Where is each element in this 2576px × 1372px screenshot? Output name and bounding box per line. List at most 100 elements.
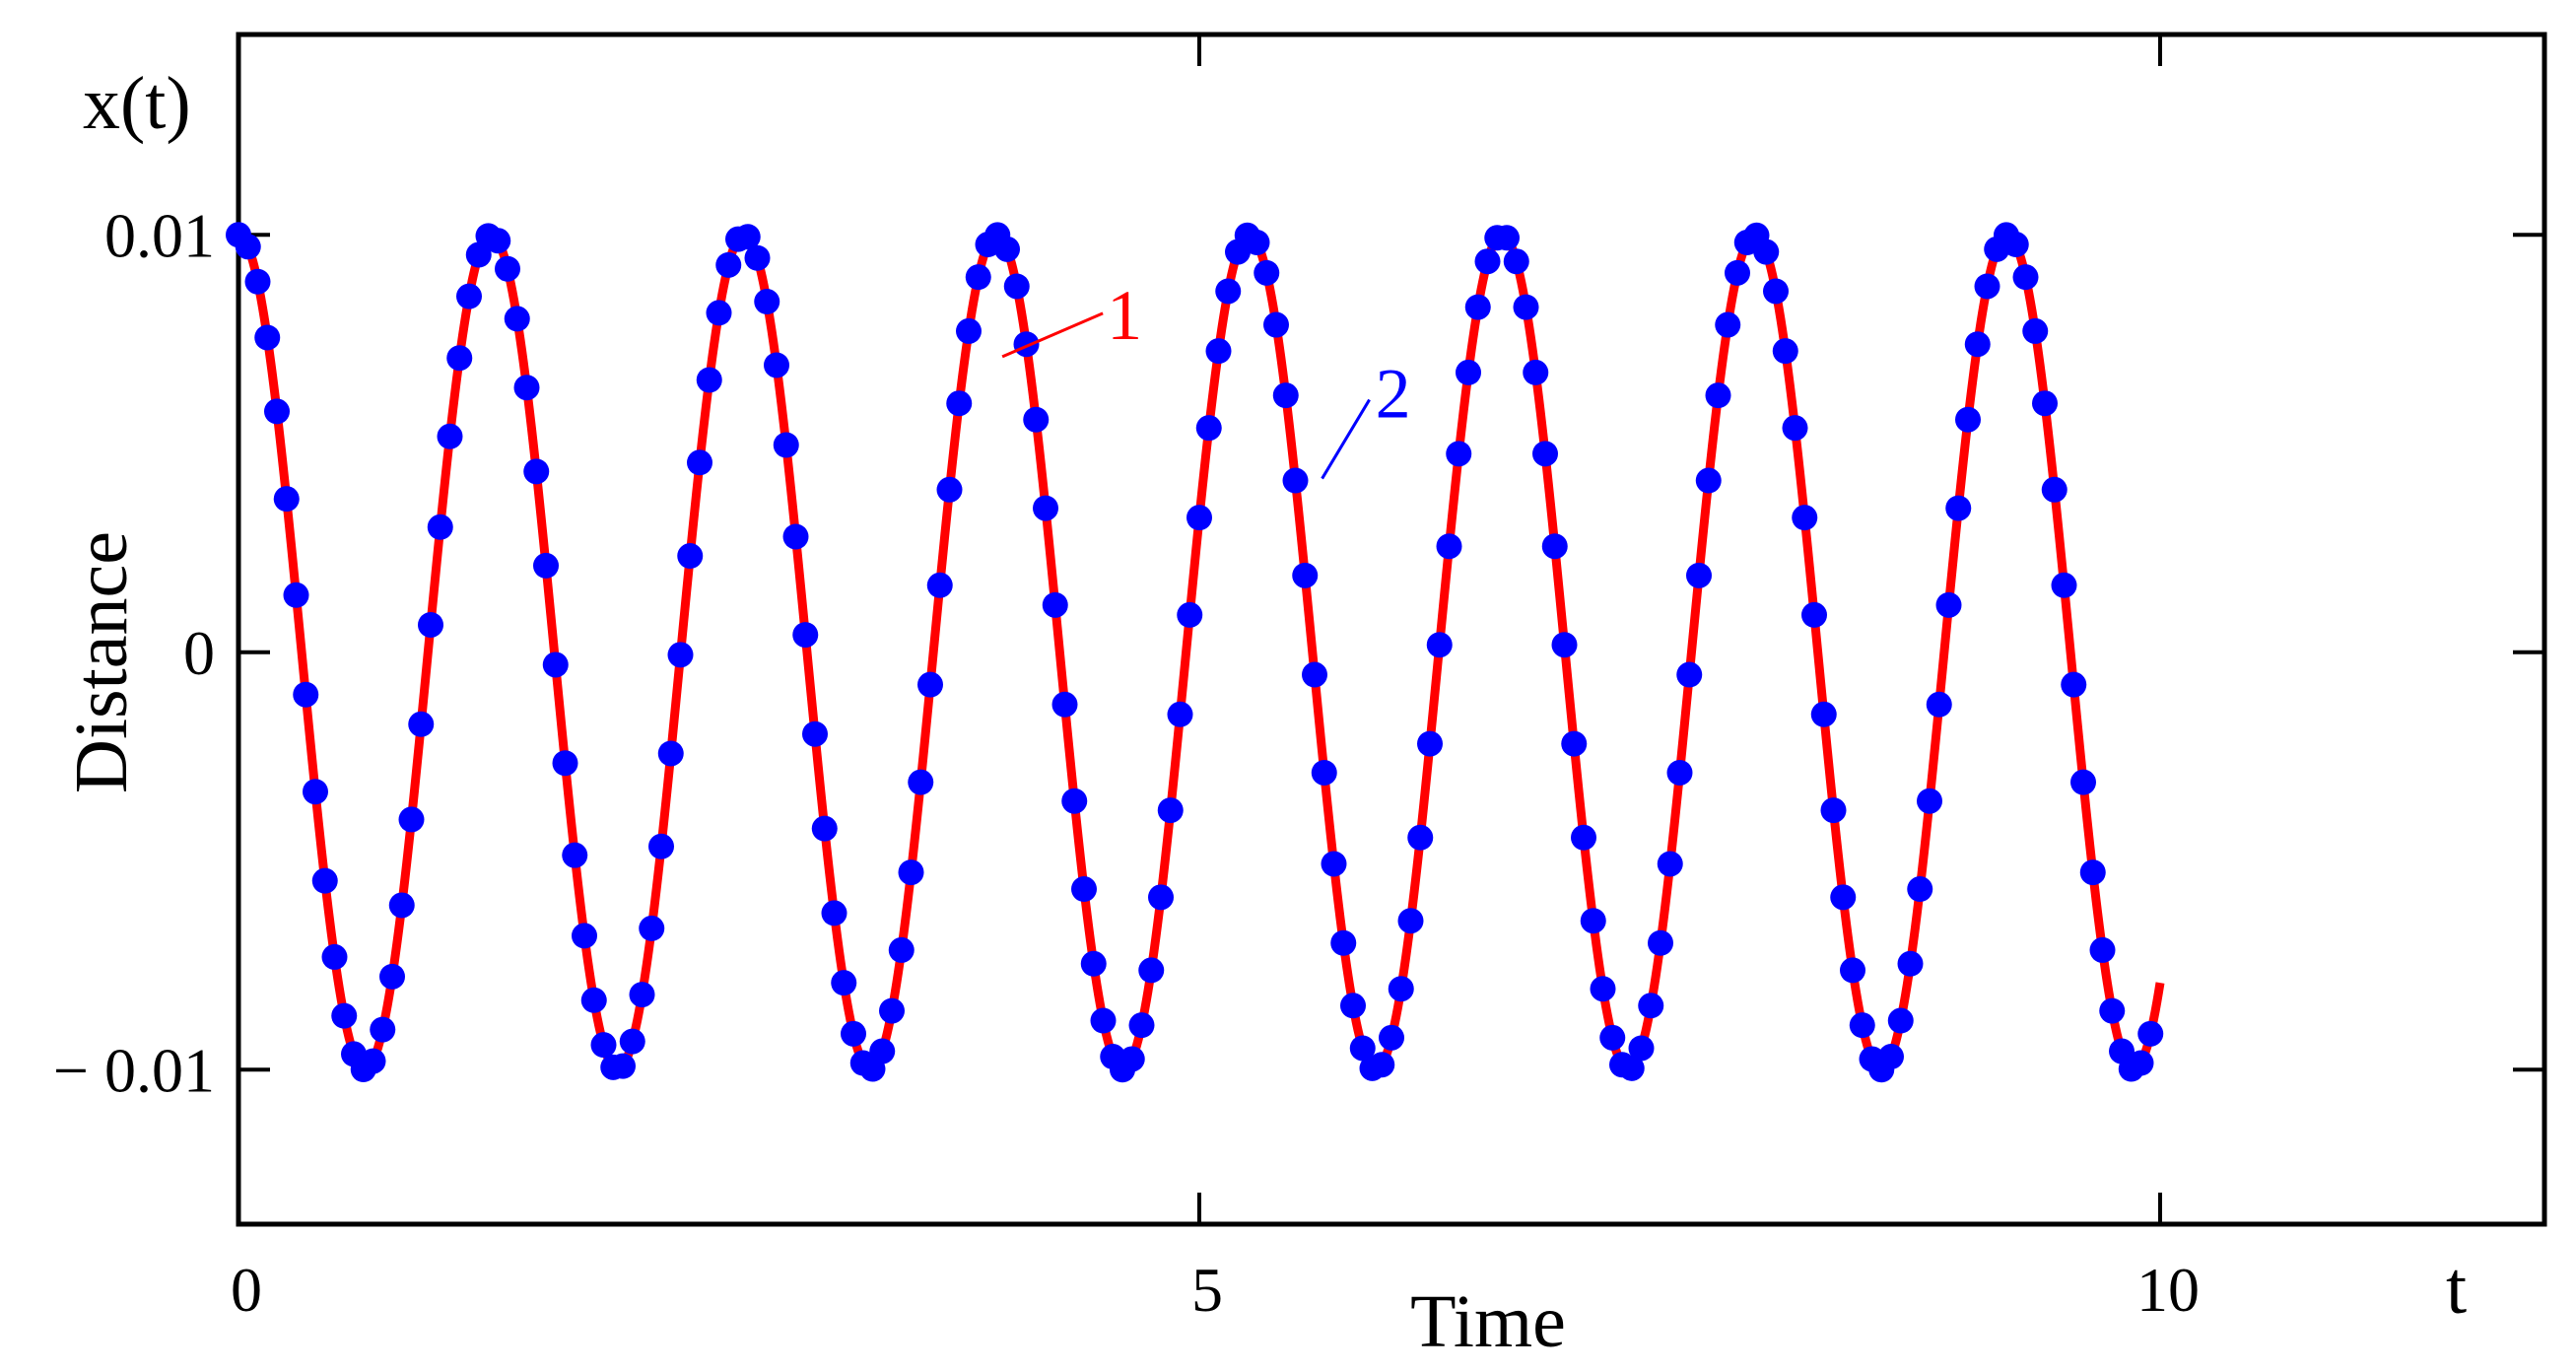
series-2-point: [1907, 876, 1933, 903]
series-2-point: [1695, 467, 1722, 494]
series-2-point: [1464, 294, 1491, 320]
series-2-point: [456, 283, 482, 309]
series-2-point: [2079, 859, 2106, 886]
annotation-2-label: 2: [1376, 355, 1411, 434]
series-2-point: [715, 251, 742, 278]
series-2-point: [1215, 278, 1242, 305]
series-2-point: [1964, 331, 1991, 358]
series-2-point: [1926, 691, 1952, 718]
series-2-point: [1446, 441, 1472, 467]
series-2-point: [1321, 851, 1347, 877]
series-2-point: [1186, 505, 1212, 531]
series-2-point: [1648, 929, 1673, 956]
series-2-point: [1618, 1055, 1645, 1081]
series-2-point: [2032, 390, 2058, 417]
series-2-point: [495, 255, 520, 282]
series-2-point: [273, 486, 300, 513]
series-2-point: [1715, 311, 1741, 338]
series-2-point: [1686, 562, 1712, 588]
series-2-point: [1917, 788, 1942, 814]
series-2-point: [1772, 338, 1798, 365]
series-2-point: [321, 943, 348, 970]
x-variable-label: t: [2446, 1247, 2467, 1330]
x-tick-label: 10: [2136, 1255, 2200, 1325]
series-2-point: [1148, 884, 1174, 911]
series-2-point: [1551, 632, 1578, 658]
series-2-point: [1157, 797, 1184, 824]
series-2-point: [639, 915, 665, 941]
series-2-point: [580, 987, 607, 1013]
series-2-point: [418, 611, 443, 638]
y-variable-label: x(t): [83, 62, 191, 145]
series-2-point: [388, 892, 415, 919]
series-2-point: [744, 244, 771, 271]
series-2-point: [888, 936, 915, 963]
series-2-point: [1590, 976, 1616, 1002]
annotation-2-leader: [1321, 398, 1371, 480]
series-2-point: [254, 324, 281, 351]
series-2-point: [1792, 505, 1818, 531]
series-2-point: [2051, 572, 2077, 598]
series-2-point: [398, 806, 425, 833]
series-2-point: [1417, 730, 1443, 757]
y-tick-label: − 0.01: [53, 1035, 215, 1105]
series-2-point: [244, 268, 271, 295]
series-2-point: [1205, 338, 1232, 365]
series-2-point: [619, 1028, 645, 1055]
series-2-point: [629, 982, 655, 1008]
series-2-point: [235, 234, 261, 260]
series-2-point: [1705, 382, 1731, 409]
series-2-point: [523, 458, 550, 485]
series-area: [226, 222, 2165, 1083]
series-2-point: [1388, 976, 1414, 1002]
series-2-point: [1013, 331, 1040, 358]
series-2-point: [677, 543, 704, 570]
series-2-point: [1080, 950, 1107, 977]
series-2-point: [370, 1016, 396, 1043]
series-2-point: [1474, 248, 1501, 275]
series-2-point: [706, 300, 732, 326]
series-2-point: [311, 867, 338, 894]
series-2-point: [1195, 415, 1222, 442]
series-2-point: [782, 523, 809, 550]
annotations: 12: [1001, 276, 1411, 480]
series-2-point: [331, 1002, 358, 1029]
series-2-point: [965, 264, 991, 291]
series-2-point: [2012, 264, 2039, 291]
series-2-point: [946, 390, 973, 417]
series-2-point: [2137, 1020, 2164, 1047]
series-2-point: [1628, 1035, 1655, 1062]
series-2-point: [926, 572, 953, 598]
series-2-point: [1541, 533, 1568, 560]
series-2-point: [1820, 797, 1847, 824]
series-2-point: [1426, 632, 1453, 658]
tick-labels: 0 5 10 0.01 0 − 0.01: [53, 200, 2200, 1325]
series-2-point: [1801, 601, 1827, 628]
series-2-point: [1666, 759, 1693, 786]
plot-frame: [236, 32, 2547, 1227]
series-2-point: [956, 317, 982, 344]
series-2-point: [2128, 1050, 2154, 1076]
series-2-point: [283, 582, 309, 608]
series-2-point: [485, 228, 511, 254]
series-2-point: [1725, 259, 1750, 286]
series-2-point: [1810, 701, 1837, 727]
series-2-point: [2002, 232, 2029, 258]
series-2-point: [936, 476, 963, 503]
series-2-point: [1167, 701, 1193, 727]
series-2-point: [696, 367, 722, 393]
series-2-point: [1051, 691, 1078, 718]
x-axis-title: Time: [1410, 1280, 1566, 1363]
series-2-point: [1272, 382, 1299, 409]
axis-ticks: [237, 34, 2544, 1224]
series-2-point: [1897, 950, 1924, 977]
series-2-point: [1830, 884, 1857, 911]
series-2-point: [1090, 1007, 1117, 1034]
series-2-point: [1042, 591, 1068, 618]
y-axis-title: Distance: [60, 531, 143, 793]
series-2-point: [1782, 415, 1808, 442]
y-tick-label: 0: [183, 618, 215, 688]
series-2-point: [2022, 317, 2049, 344]
series-2-point: [293, 681, 319, 708]
series-2-point: [821, 900, 847, 926]
